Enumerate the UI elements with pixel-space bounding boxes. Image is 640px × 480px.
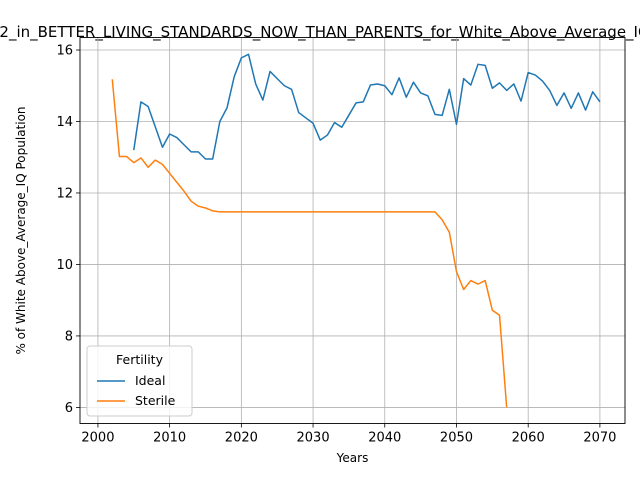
legend-title: Fertility (116, 352, 164, 367)
series-line-sterile (111, 79, 508, 408)
grid-lines (80, 37, 625, 424)
legend-label-ideal: Ideal (135, 373, 165, 388)
x-tick-label: 2040 (368, 431, 401, 446)
x-tick-label: 2070 (583, 431, 616, 446)
y-tick-label: 8 (65, 329, 73, 344)
x-tick-label: 2010 (153, 431, 186, 446)
series-line-ideal (133, 53, 601, 160)
x-tick-label: 2030 (297, 431, 330, 446)
legend-label-sterile: Sterile (135, 393, 176, 408)
y-tick-label: 14 (56, 115, 73, 130)
y-tick-label: 12 (56, 186, 73, 201)
y-axis-label: % of White Above_Average_IQ Population (14, 106, 28, 354)
y-tick-label: 10 (56, 258, 73, 273)
y-tick-label: 16 (56, 44, 73, 59)
x-tick-label: 2020 (225, 431, 258, 446)
x-tick-label: 2000 (81, 431, 114, 446)
x-tick-label: 2060 (512, 431, 545, 446)
x-axis-label: Years (336, 451, 369, 465)
plot-frame (79, 37, 626, 424)
legend-box (86, 345, 193, 417)
x-tick-label: 2050 (440, 431, 473, 446)
legend: Fertility Ideal Sterile (86, 345, 193, 417)
axis-ticks: 2000 2010 2020 2030 2040 2050 2060 2070 6 8 10 12 14… (56, 44, 616, 446)
y-tick-label: 6 (65, 401, 73, 416)
series-lines (111, 53, 601, 408)
chart-title: _2_in_BETTER_LIVING_STANDARDS_NOW_THAN_P… (0, 23, 640, 42)
